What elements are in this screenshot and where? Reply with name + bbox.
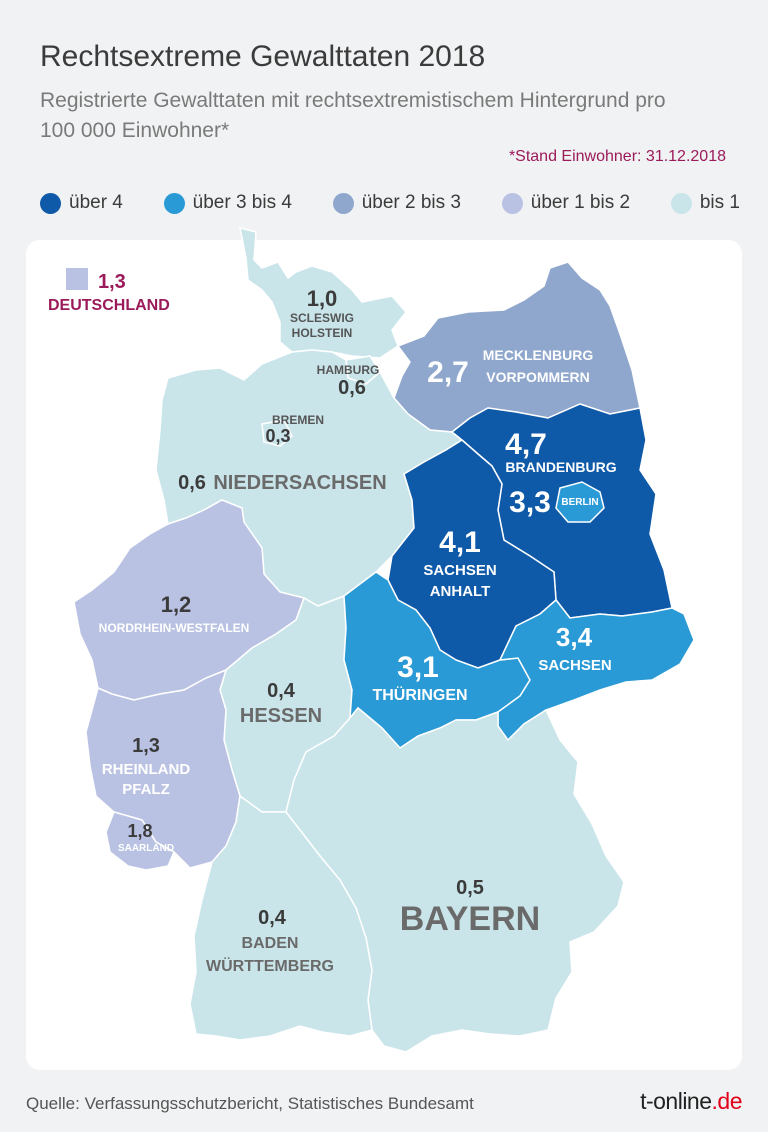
- legend: über 4 über 3 bis 4 über 2 bis 3 über 1 …: [40, 192, 740, 214]
- legend-item-1-to-2: über 1 bis 2: [501, 192, 631, 214]
- legend-label: über 2 bis 3: [361, 192, 461, 213]
- state-saarland[interactable]: [105, 811, 175, 871]
- sh-value: 1,0: [307, 286, 338, 311]
- brand-tld: .de: [711, 1088, 743, 1114]
- bb-name1: BRANDENBURG: [505, 459, 616, 475]
- legend-label: bis 1: [699, 192, 740, 213]
- bw-name2: WÜRTTEMBERG: [206, 956, 334, 975]
- be-name1: BERLIN: [561, 497, 598, 508]
- sn-value: 3,4: [556, 622, 593, 652]
- chart-subtitle: Registrierte Gewalttaten mit rechtsextre…: [40, 89, 666, 142]
- ni-value: 0,6: [178, 472, 206, 494]
- st-value: 4,1: [439, 526, 481, 559]
- sh-name2: HOLSTEIN: [292, 326, 353, 340]
- rp-value: 1,3: [132, 735, 160, 757]
- legend-swatch: [670, 192, 692, 214]
- chart-title: Rechtsextreme Gewalttaten 2018: [40, 40, 486, 73]
- legend-swatch: [332, 192, 354, 214]
- legend-item-2-to-3: über 2 bis 3: [332, 192, 461, 214]
- brand-logo: t-online.de: [640, 1088, 742, 1115]
- hh-value: 0,6: [338, 377, 366, 399]
- sh-name1: SCLESWIG: [290, 311, 354, 325]
- mv-name2: VORPOMMERN: [486, 369, 589, 385]
- sl-name1: SAARLAND: [118, 843, 174, 854]
- legend-label: über 4: [69, 192, 123, 213]
- population-note: *Stand Einwohner: 31.12.2018: [508, 148, 726, 165]
- state-schleswig-holstein[interactable]: [239, 226, 407, 359]
- hb-value: 0,3: [265, 426, 290, 446]
- nw-name1: NORDRHEIN-WESTFALEN: [99, 621, 250, 635]
- ni-name1: NIEDERSACHSEN: [213, 472, 386, 494]
- sl-value: 1,8: [127, 821, 152, 841]
- legend-item-3-to-4: über 3 bis 4: [163, 192, 292, 214]
- national-value: 1,3: [98, 271, 126, 293]
- by-value: 0,5: [456, 877, 484, 899]
- hh-name1: HAMBURG: [317, 363, 380, 377]
- st-name2: ANHALT: [430, 583, 491, 600]
- national-swatch: [66, 268, 88, 290]
- by-name1: BAYERN: [400, 900, 540, 938]
- nw-value: 1,2: [161, 592, 192, 617]
- legend-item-up-to-1: bis 1: [670, 192, 740, 214]
- legend-label: über 1 bis 2: [530, 192, 631, 213]
- be-value: 3,3: [509, 486, 551, 519]
- state-sachsen[interactable]: [497, 598, 695, 742]
- mv-value: 2,7: [427, 356, 469, 389]
- state-baden-wuerttemberg[interactable]: [189, 794, 373, 1041]
- st-name1: SACHSEN: [423, 562, 496, 579]
- rp-name2: PFALZ: [122, 781, 170, 798]
- national-label: DEUTSCHLAND: [48, 297, 170, 314]
- rp-name1: RHEINLAND: [102, 761, 190, 778]
- th-value: 3,1: [397, 651, 439, 684]
- bb-value: 4,7: [505, 428, 547, 461]
- legend-label: über 3 bis 4: [192, 192, 292, 213]
- he-name1: HESSEN: [240, 705, 322, 727]
- state-berlin[interactable]: [555, 481, 605, 523]
- source-note: Quelle: Verfassungsschutzbericht, Statis…: [26, 1094, 474, 1113]
- legend-swatch: [40, 192, 61, 214]
- legend-item-over-4: über 4: [40, 192, 123, 214]
- th-name1: THÜRINGEN: [372, 685, 467, 704]
- state-bremen[interactable]: [261, 419, 293, 447]
- sn-name1: SACHSEN: [538, 657, 611, 674]
- legend-swatch: [501, 192, 523, 214]
- bw-name1: BADEN: [242, 935, 299, 952]
- hb-name1: BREMEN: [272, 413, 324, 427]
- bw-value: 0,4: [258, 907, 287, 929]
- legend-swatch: [163, 192, 185, 214]
- he-value: 0,4: [267, 680, 296, 702]
- brand-main: t-online: [640, 1088, 712, 1114]
- mv-name1: MECKLENBURG: [483, 347, 594, 363]
